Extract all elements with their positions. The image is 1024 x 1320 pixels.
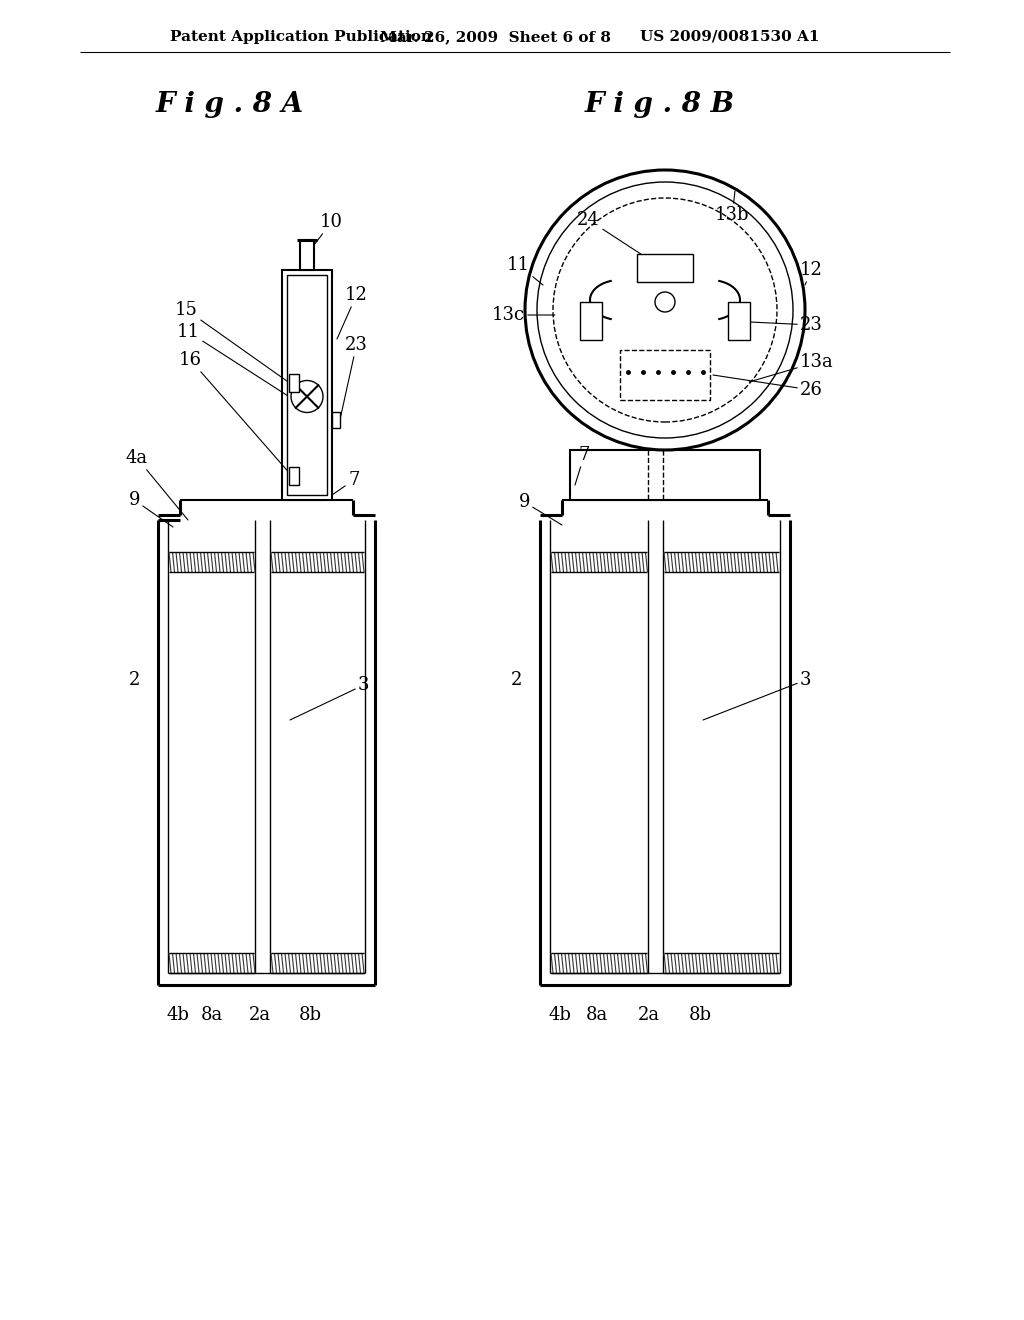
Text: 2a: 2a <box>249 1006 271 1024</box>
Text: 3: 3 <box>703 671 811 719</box>
Text: F i g . 8 B: F i g . 8 B <box>585 91 735 119</box>
Text: 11: 11 <box>177 323 292 399</box>
Text: 4b: 4b <box>167 1006 189 1024</box>
Text: 12: 12 <box>800 261 823 285</box>
Text: 13c: 13c <box>492 306 555 323</box>
Text: F i g . 8 A: F i g . 8 A <box>156 91 304 119</box>
Bar <box>570 450 760 500</box>
Text: 23: 23 <box>750 315 823 334</box>
Bar <box>300 240 314 271</box>
Text: 7: 7 <box>332 471 359 495</box>
Text: 8a: 8a <box>201 1006 223 1024</box>
Bar <box>620 350 710 400</box>
Text: 10: 10 <box>314 213 343 246</box>
Bar <box>289 374 299 392</box>
Bar <box>287 275 327 495</box>
Bar <box>637 253 693 282</box>
Text: 13b: 13b <box>715 191 750 224</box>
Text: 7: 7 <box>575 446 590 484</box>
Text: 12: 12 <box>337 286 368 339</box>
Text: 2a: 2a <box>638 1006 660 1024</box>
Bar <box>728 302 750 341</box>
Bar <box>332 412 340 428</box>
Text: 24: 24 <box>578 211 650 260</box>
Text: 9: 9 <box>128 491 173 527</box>
Text: 9: 9 <box>518 492 562 525</box>
Text: 11: 11 <box>507 256 543 285</box>
Text: 13a: 13a <box>749 352 834 381</box>
Text: Mar. 26, 2009  Sheet 6 of 8: Mar. 26, 2009 Sheet 6 of 8 <box>380 30 611 44</box>
Text: 23: 23 <box>340 337 368 420</box>
Text: 8b: 8b <box>299 1006 322 1024</box>
Bar <box>580 302 602 341</box>
Text: 16: 16 <box>179 351 292 477</box>
Bar <box>289 467 299 484</box>
Text: 4a: 4a <box>126 449 188 520</box>
Text: 26: 26 <box>713 375 823 399</box>
Text: Patent Application Publication: Patent Application Publication <box>170 30 432 44</box>
Text: 8b: 8b <box>688 1006 712 1024</box>
Text: 2: 2 <box>511 671 522 689</box>
Circle shape <box>525 170 805 450</box>
Text: 15: 15 <box>175 301 289 383</box>
Text: US 2009/0081530 A1: US 2009/0081530 A1 <box>640 30 819 44</box>
Text: 3: 3 <box>290 676 370 719</box>
Text: 2: 2 <box>129 671 140 689</box>
Text: 4b: 4b <box>549 1006 571 1024</box>
Text: 8a: 8a <box>586 1006 608 1024</box>
Bar <box>282 271 332 500</box>
